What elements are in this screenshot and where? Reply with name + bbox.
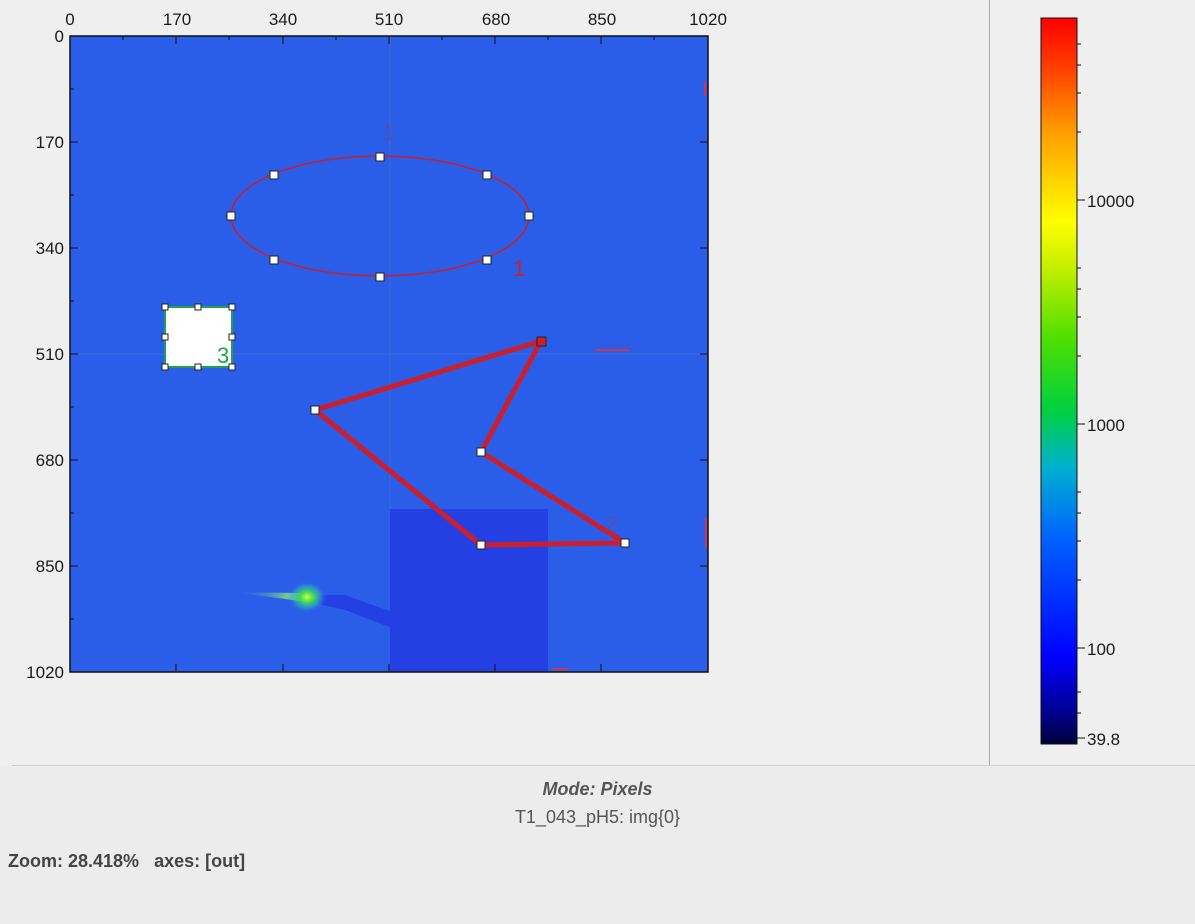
roi-handle[interactable] [524, 211, 534, 221]
colorbar[interactable]: 10000 1000 100 39.8 [990, 0, 1195, 765]
roi-handle[interactable] [269, 170, 279, 180]
roi-label: 1 [513, 256, 525, 281]
x-tick-label: 0 [65, 10, 74, 29]
roi-handle[interactable] [310, 405, 320, 415]
y-tick-label: 170 [36, 133, 64, 152]
roi-polyline[interactable]: 2 [313, 338, 627, 548]
image-viewer[interactable]: 0 170 340 510 680 850 1020 0 170 340 510… [0, 0, 990, 765]
x-tick-label: 510 [375, 10, 403, 29]
colorbar-ticks [1077, 43, 1085, 739]
roi-handle[interactable] [375, 152, 385, 162]
colorbar-label: 10000 [1087, 192, 1134, 211]
roi-label: 3 [217, 343, 229, 368]
x-axis [69, 36, 709, 672]
roi-handle[interactable] [269, 255, 279, 265]
status-panel: Mode: Pixels T1_043_pH5: img{0} Zoom: 28… [0, 767, 1195, 924]
panel-divider[interactable] [989, 0, 990, 765]
colorbar-label: 39.8 [1087, 730, 1120, 749]
roi-handle[interactable] [161, 363, 169, 371]
y-tick-label: 340 [36, 239, 64, 258]
roi-handle[interactable] [194, 303, 202, 311]
roi-handle[interactable] [620, 538, 630, 548]
image-plot[interactable]: 0 170 340 510 680 850 1020 0 170 340 510… [0, 0, 990, 765]
roi-handle[interactable] [476, 447, 486, 457]
beamstop-arm [318, 595, 392, 628]
x-tick-label: 680 [482, 10, 510, 29]
image-name-label: T1_043_pH5: img{0} [514, 807, 681, 827]
roi-handle[interactable] [228, 333, 236, 341]
colorbar-label: 1000 [1087, 416, 1125, 435]
roi-handle[interactable] [228, 303, 236, 311]
roi-handle[interactable] [482, 170, 492, 180]
y-tick-label: 680 [36, 451, 64, 470]
roi-handle[interactable] [194, 363, 202, 371]
roi-rectangle-handles[interactable] [161, 303, 236, 371]
colorbar-panel: 10000 1000 100 39.8 [990, 0, 1195, 765]
colorbar-gradient[interactable] [1040, 17, 1078, 745]
x-tick-label: 340 [269, 10, 297, 29]
roi-label-faint: 2 [605, 512, 617, 537]
status-divider[interactable] [12, 765, 1195, 767]
zoom-label: Zoom: 28.418% [8, 851, 140, 871]
roi-handle[interactable] [161, 333, 169, 341]
roi-handle[interactable] [375, 272, 385, 282]
colorbar-label: 100 [1087, 640, 1115, 659]
beam-streak [232, 592, 300, 601]
y-tick-label: 1020 [26, 663, 64, 682]
roi-handle[interactable] [476, 540, 486, 550]
roi-handle[interactable] [228, 363, 236, 371]
x-tick-label: 850 [588, 10, 616, 29]
y-axis [70, 35, 708, 673]
roi-handle[interactable] [161, 303, 169, 311]
axes-label: axes: [out] [154, 851, 246, 871]
roi-label-faint: 1 [383, 120, 395, 145]
x-tick-label: 170 [163, 10, 191, 29]
roi-ellipse-handles[interactable] [226, 152, 534, 282]
beam-spot [287, 581, 327, 613]
roi-rectangle[interactable]: 3 [164, 306, 233, 368]
roi-handle-selected[interactable] [536, 336, 547, 347]
y-tick-label: 0 [55, 27, 64, 46]
y-tick-label: 510 [36, 345, 64, 364]
y-tick-label: 850 [36, 557, 64, 576]
roi-polyline-handles[interactable] [310, 336, 630, 550]
x-tick-label: 1020 [689, 10, 727, 29]
roi-handle[interactable] [226, 211, 236, 221]
roi-handle[interactable] [482, 255, 492, 265]
zoom-status: Zoom: 28.418% axes: [out] [8, 851, 245, 872]
mode-label: Mode: Pixels [542, 779, 653, 799]
